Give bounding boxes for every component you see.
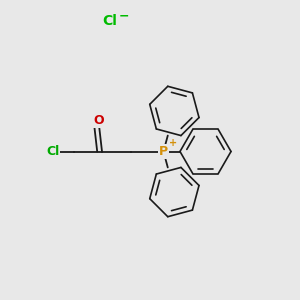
Text: Cl: Cl: [46, 145, 59, 158]
Text: Cl: Cl: [102, 14, 117, 28]
Text: +: +: [169, 138, 177, 148]
Text: −: −: [118, 10, 129, 23]
Text: P: P: [159, 145, 168, 158]
Text: O: O: [93, 113, 104, 127]
